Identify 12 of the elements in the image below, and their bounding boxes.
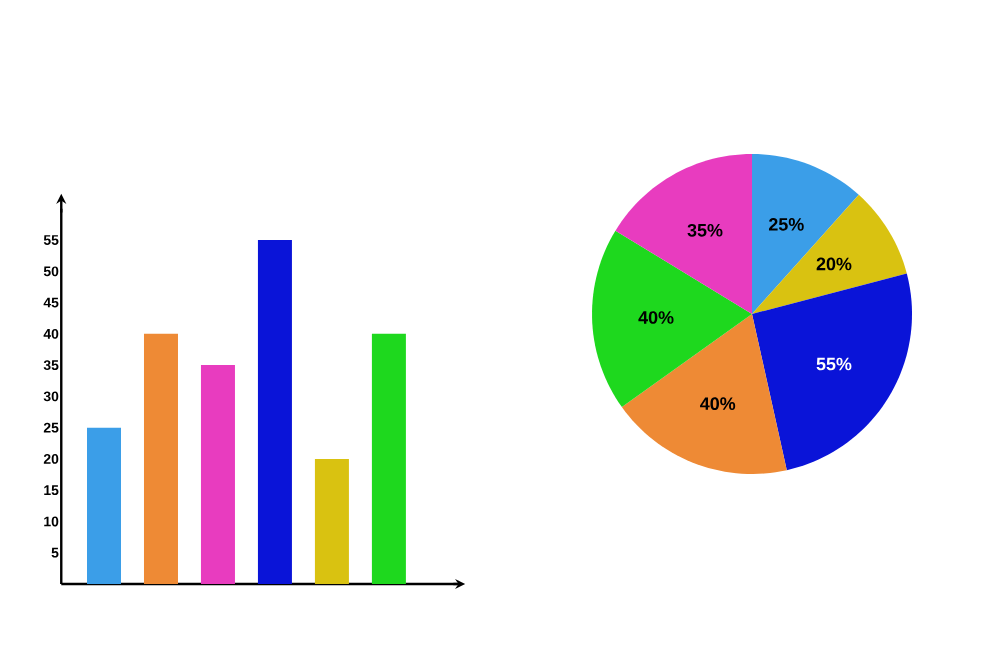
data-label: 40% — [700, 397, 736, 411]
data-label: 25% — [768, 217, 804, 231]
data-label: 35% — [687, 223, 723, 237]
bar — [314, 458, 349, 584]
data-label: 55% — [816, 357, 852, 371]
bar — [87, 427, 121, 584]
data-label: 20% — [816, 257, 852, 271]
data-label: 40% — [638, 311, 674, 324]
bar — [200, 365, 235, 584]
bar — [143, 333, 178, 584]
bar — [257, 240, 292, 584]
bar — [371, 333, 406, 584]
